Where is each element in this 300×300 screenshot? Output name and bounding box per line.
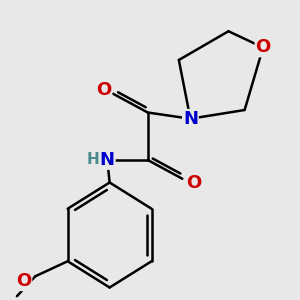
Text: O: O [16, 272, 32, 290]
Text: N: N [100, 151, 115, 169]
Text: O: O [256, 38, 271, 56]
Text: O: O [186, 173, 202, 191]
Text: N: N [183, 110, 198, 128]
Text: O: O [96, 81, 112, 99]
Text: H: H [87, 152, 100, 167]
